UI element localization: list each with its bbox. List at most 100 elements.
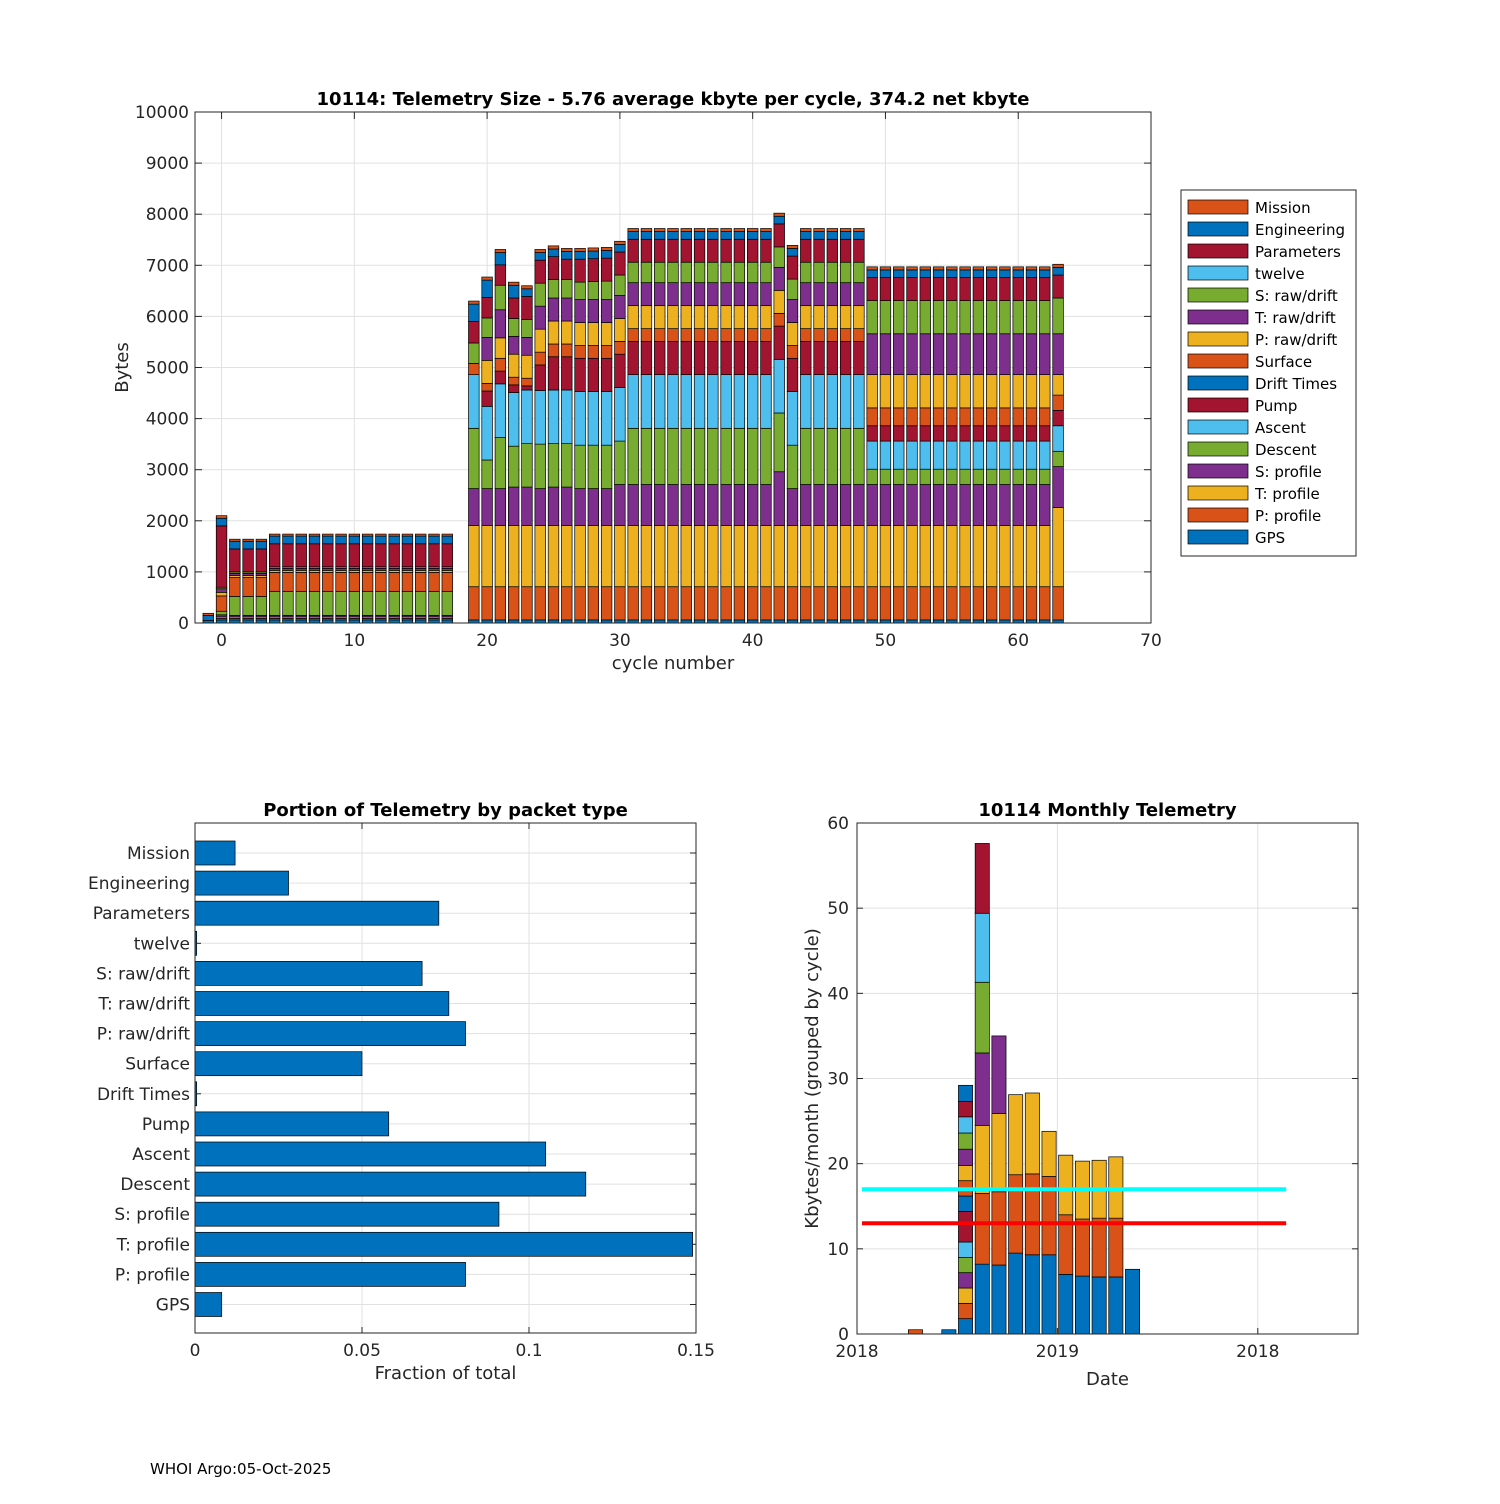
bar-segment: [640, 484, 653, 526]
bar-segment: [1058, 1274, 1074, 1335]
bar-segment: [733, 341, 746, 376]
bar-segment: [879, 425, 892, 442]
bar-segment: [974, 843, 990, 914]
bar-segment: [747, 427, 759, 485]
cycle-bar: [1012, 266, 1024, 624]
bar-segment: [999, 425, 1011, 442]
bar-segment: [813, 427, 825, 485]
bar-segment: [1052, 507, 1064, 588]
bar-segment: [494, 586, 507, 621]
legend-item: Pump: [1187, 397, 1297, 415]
bar-segment: [853, 328, 865, 342]
bar-segment: [375, 572, 387, 592]
y-tick-label: 50: [827, 899, 849, 919]
bar-segment: [879, 586, 892, 621]
bar-segment: [494, 488, 507, 526]
cycle-bar: [574, 248, 586, 624]
y-tick-label: 60: [827, 814, 849, 834]
bar-segment: [481, 525, 493, 588]
y-tick-label: S: raw/drift: [96, 964, 190, 984]
bar-segment: [1052, 450, 1064, 467]
bar-segment: [587, 345, 599, 359]
bar-segment: [958, 1287, 973, 1304]
bar-segment: [786, 525, 799, 588]
bar-segment: [959, 266, 971, 271]
bar-segment: [534, 443, 546, 489]
bar-segment: [958, 1256, 973, 1274]
bar-segment: [468, 488, 480, 526]
bar-segment: [919, 300, 931, 335]
bar-segment: [587, 444, 599, 489]
bar-segment: [959, 374, 971, 409]
bar-segment: [986, 374, 998, 409]
bar-segment: [986, 440, 998, 470]
bar-segment: [600, 586, 613, 621]
bar-segment: [428, 590, 440, 616]
cycle-bar: [786, 245, 799, 624]
legend-swatch: [1187, 353, 1249, 369]
bar-segment: [508, 445, 520, 488]
bar-segment: [800, 341, 812, 376]
bar-segment: [282, 572, 294, 592]
bar-segment: [773, 312, 785, 327]
bar-segment: [991, 1264, 1007, 1335]
plot-border: [194, 111, 1152, 624]
legend-label: S: profile: [1255, 463, 1322, 481]
bar-segment: [893, 266, 905, 271]
bar-segment: [1039, 407, 1051, 427]
bar-segment: [800, 228, 812, 232]
x-tick-label: 2019: [1036, 1342, 1079, 1362]
bar-segment: [826, 586, 838, 621]
bar-segment: [640, 261, 653, 284]
bar-segment: [906, 333, 918, 376]
bar-segment: [640, 586, 653, 621]
bar-segment: [773, 525, 785, 588]
bar-segment: [481, 359, 493, 384]
bar-segment: [521, 389, 533, 444]
bar-segment: [747, 282, 759, 307]
bar-segment: [1024, 1173, 1040, 1256]
bar-segment: [813, 525, 825, 588]
bar-segment: [508, 335, 520, 355]
bar-segment: [468, 321, 480, 344]
footer-label: WHOI Argo:05-Oct-2025: [150, 1460, 332, 1478]
bar-segment: [786, 444, 799, 489]
bar-segment: [813, 261, 825, 284]
bar-segment: [733, 328, 746, 342]
bar-segment: [627, 484, 639, 526]
bar-segment: [958, 1241, 973, 1258]
bar-segment: [959, 586, 971, 621]
bar-segment: [959, 300, 971, 335]
bar-segment: [494, 370, 507, 385]
bar-segment: [494, 309, 507, 339]
bar-segment: [428, 535, 440, 545]
legend-label: Engineering: [1255, 221, 1345, 239]
bar-segment: [508, 525, 520, 588]
bar-segment: [879, 333, 892, 376]
bar-segment: [215, 515, 228, 519]
month-bar: [1058, 1154, 1074, 1335]
bar-segment: [215, 517, 228, 527]
cycle-bar: [879, 266, 892, 624]
bar-segment: [839, 261, 852, 284]
x-axis-label: Fraction of total: [375, 1363, 517, 1384]
bar-segment: [547, 256, 560, 280]
y-tick-label: Parameters: [93, 904, 190, 924]
bar-segment: [614, 525, 626, 588]
bar-segment: [627, 328, 639, 342]
cycle-bar: [866, 266, 878, 624]
bar-segment: [1052, 425, 1064, 452]
bar-segment: [481, 337, 493, 361]
bar-segment: [561, 343, 573, 358]
cycle-bar: [853, 228, 865, 624]
bar-segment: [786, 345, 799, 359]
bar-segment: [547, 245, 560, 250]
bar-segment: [1039, 300, 1051, 335]
y-tick-label: Mission: [127, 844, 190, 864]
bar-segment: [654, 261, 666, 284]
bar-segment: [879, 266, 892, 271]
bar-segment: [839, 374, 852, 429]
bar-segment: [853, 305, 865, 330]
bar-segment: [932, 525, 945, 588]
